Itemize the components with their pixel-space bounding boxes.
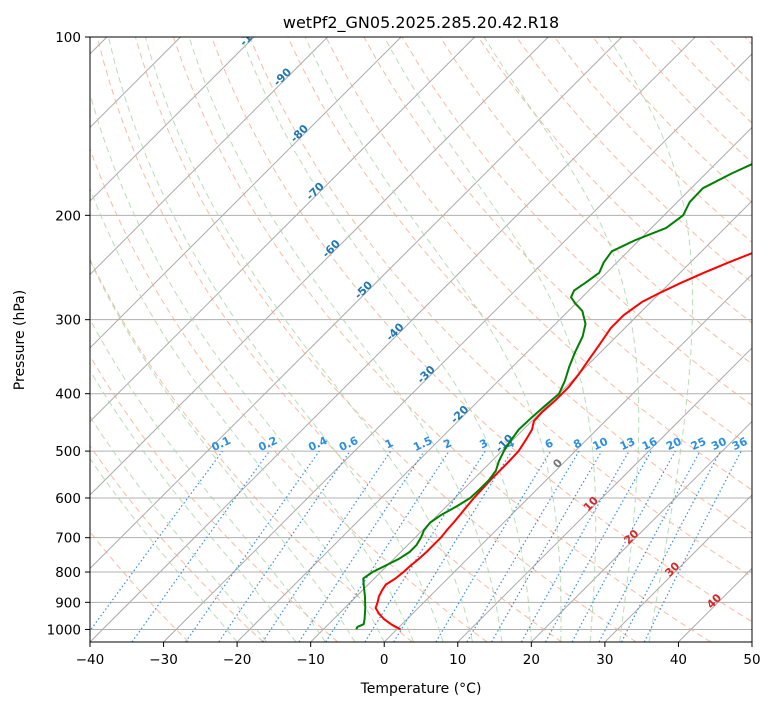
y-axis-label: Pressure (hPa) (12, 290, 28, 390)
y-tick-label: 800 (55, 565, 81, 581)
isotherm-line (163, 53, 752, 642)
mixing-ratio-label: 20 (664, 435, 684, 453)
moist-adiabat-line (607, 37, 694, 642)
mixing-ratio-line (325, 450, 450, 642)
y-tick-label: 100 (55, 30, 81, 46)
mixing-ratio-line (131, 450, 270, 642)
dry-adiabat-line (211, 37, 752, 623)
x-tick-label: 40 (670, 652, 687, 668)
isotherm-line (604, 494, 752, 642)
mixing-ratio-line (90, 450, 224, 632)
y-tick-label: 300 (55, 313, 81, 329)
dry-adiabat-line (90, 445, 264, 642)
data-series (355, 163, 752, 631)
moist-adiabat-line (240, 37, 532, 642)
mixing-ratio-line (261, 450, 392, 642)
dry-adiabat-line (134, 37, 637, 642)
moist-adiabat-line (90, 259, 356, 642)
y-tick-label: 500 (55, 444, 81, 460)
x-tick-label: −20 (223, 652, 252, 668)
isotherm-line (530, 420, 752, 642)
dry-adiabat-line (90, 258, 413, 642)
isotherm-line (90, 37, 476, 423)
moist-adiabat-line (90, 187, 385, 642)
isotherm-line (90, 37, 328, 276)
dry-adiabat-line (325, 37, 752, 491)
y-tick-label: 200 (55, 208, 81, 224)
moist-adiabat-line (90, 457, 238, 642)
x-tick-label: 30 (596, 652, 613, 668)
moist-adiabat-line (108, 37, 444, 642)
y-axis: 100 200 300 400 500 600 700 800 900 1000 (47, 30, 90, 638)
moist-adiabat-line (144, 37, 473, 642)
x-tick-label: 50 (743, 652, 760, 668)
mixing-ratio-label: 13 (618, 435, 637, 453)
isotherm-line (90, 37, 696, 642)
x-tick-label: −10 (296, 652, 325, 668)
x-axis-label: Temperature (°C) (360, 681, 482, 697)
moist-adiabat-line (188, 37, 503, 642)
y-tick-label: 400 (55, 387, 81, 403)
isotherm-line (383, 273, 752, 642)
mixing-ratio-line (520, 450, 630, 642)
mixing-ratio-line (185, 450, 320, 642)
y-tick-label: 1000 (47, 622, 81, 638)
x-tick-label: 10 (449, 652, 466, 668)
moist-adiabat-line (90, 369, 297, 642)
isotherm-line (90, 37, 549, 496)
temperature-line (374, 252, 752, 631)
mixing-ratio-line (571, 450, 676, 642)
background-lines (90, 37, 752, 642)
mixing-ratio-label: 30 (709, 435, 729, 453)
dry-adiabat-line (287, 37, 752, 534)
mixing-ratio-label: 25 (689, 435, 708, 453)
moist-adiabat-line (90, 318, 326, 642)
x-tick-label: −30 (149, 652, 178, 668)
moist-adiabat-line (483, 37, 640, 642)
isotherm-line (90, 37, 402, 349)
mixing-ratio-line (393, 450, 513, 642)
mixing-ratio-label: 10 (591, 435, 611, 453)
chart-title: wetPf2_GN05.2025.285.20.42.R18 (283, 13, 559, 33)
moist-adiabat-line (90, 92, 415, 642)
moist-adiabat-line (90, 415, 267, 642)
dry-adiabat-line (90, 355, 339, 642)
isotherm-label: -100 (237, 20, 266, 49)
isotherm-line (90, 37, 255, 202)
isotherm-line (90, 37, 623, 570)
plot-frame (89, 36, 753, 643)
mixing-ratio-label: 36 (730, 435, 750, 453)
mixing-ratio-line (218, 450, 351, 642)
dry-adiabat-line (173, 37, 712, 642)
dewpoint-line (355, 163, 752, 630)
x-axis: −40 −30 −20 −10 0 10 20 30 40 50 (76, 642, 761, 668)
y-tick-label: 600 (55, 491, 81, 507)
mixing-ratio-line (545, 450, 652, 642)
x-tick-label: −40 (76, 652, 105, 668)
mixing-ratio-line (298, 450, 425, 642)
mixing-ratio-line (643, 450, 742, 642)
y-tick-label: 900 (55, 595, 81, 611)
x-tick-label: 0 (380, 652, 389, 668)
moist-adiabat-line (304, 37, 562, 642)
dry-adiabat-line (249, 37, 752, 578)
moist-adiabat-line (383, 37, 597, 642)
mixing-ratio-label: 16 (640, 435, 660, 453)
isotherm-line (236, 126, 752, 642)
x-tick-label: 20 (523, 652, 540, 668)
y-tick-label: 700 (55, 531, 81, 547)
dry-adiabat-line (96, 37, 562, 642)
